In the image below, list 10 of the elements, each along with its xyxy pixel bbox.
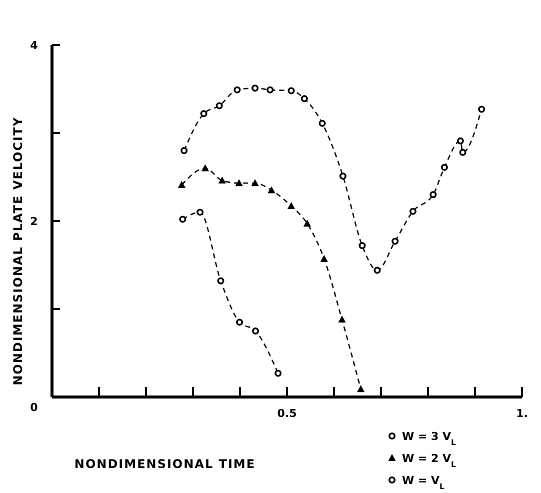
legend-label: W = 3 V$_{L}$ — [402, 430, 456, 446]
y-tick-label: 4 — [30, 39, 38, 52]
x-tick-label: 1. — [516, 407, 528, 420]
y-tick-label: 0 — [30, 401, 38, 414]
legend-label: W = 2 V$_{L}$ — [402, 452, 456, 468]
y-tick-label: 2 — [30, 215, 38, 228]
y-axis-title: NONDIMENSIONAL PLATE VELOCITY — [11, 116, 25, 386]
x-axis-title: NONDIMENSIONAL TIME — [74, 457, 256, 471]
legend-label: W = V$_{L}$ — [402, 474, 445, 490]
x-tick-label: 0.5 — [277, 407, 297, 420]
